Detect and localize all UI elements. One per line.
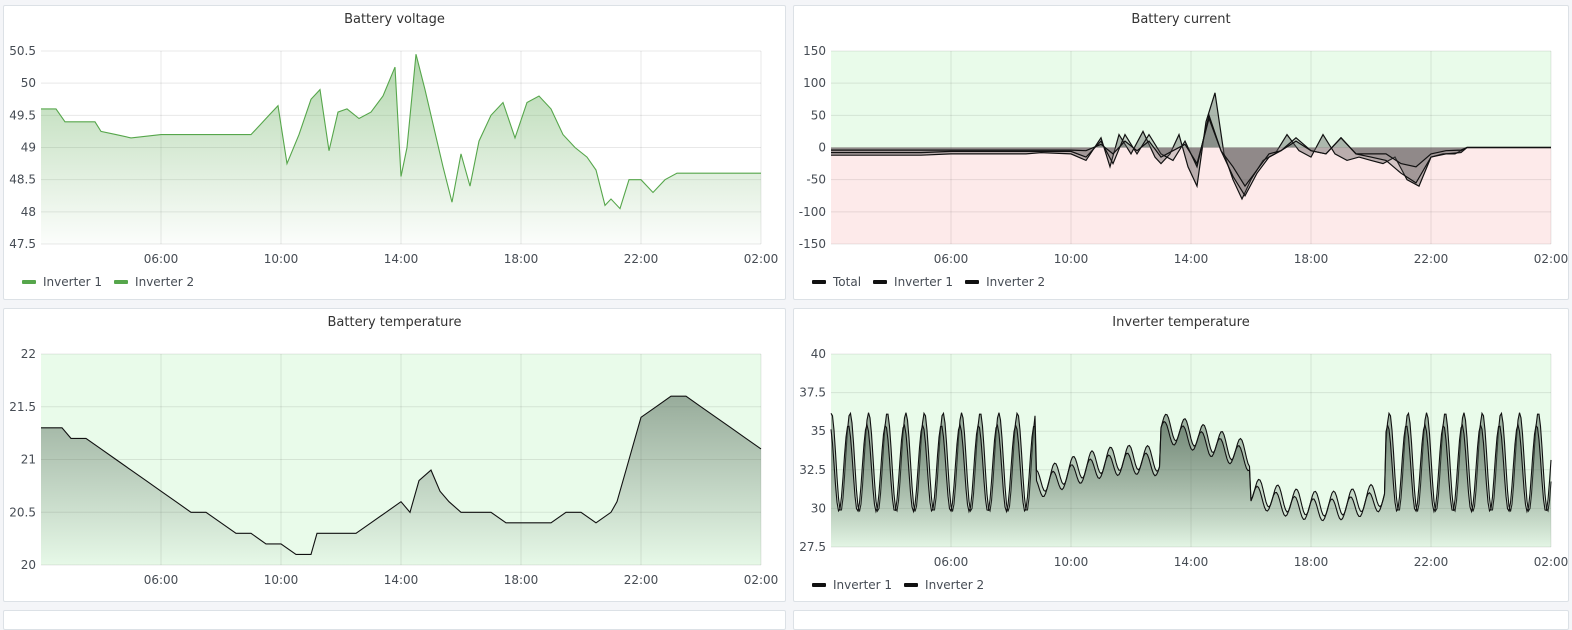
legend-item[interactable]: Inverter 1 <box>22 275 102 289</box>
threshold-band-1 <box>831 147 1551 244</box>
legend-label: Total <box>833 275 862 289</box>
y-tick-label: 50.5 <box>9 44 36 58</box>
y-tick-label: 0 <box>818 141 826 155</box>
x-tick-label: 22:00 <box>1414 252 1449 266</box>
panel-title[interactable]: Battery voltage <box>344 12 445 27</box>
panel-inverter-temperature: Inverter temperature 27.5 30 32.5 35 37.5 40 0… <box>793 308 1569 602</box>
legend-swatch-icon <box>114 280 129 284</box>
panel-title[interactable]: Battery current <box>1131 12 1231 27</box>
legend-swatch-icon <box>904 583 919 587</box>
series-line-0[interactable] <box>41 395 762 555</box>
x-tick-label: 10:00 <box>264 573 299 587</box>
legend-swatch-icon <box>812 583 826 587</box>
legend: Inverter 1 Inverter 2 <box>22 275 194 289</box>
legend-swatch-icon <box>965 280 980 284</box>
y-tick-label: -50 <box>806 173 826 187</box>
series-area-2 <box>831 118 1551 187</box>
panel-title[interactable]: Battery temperature <box>327 315 462 330</box>
panel-partial-left <box>3 610 786 630</box>
legend-item[interactable]: Total <box>812 275 861 289</box>
chart-inverter-temperature: 27.5 30 32.5 35 37.5 40 06:00 10:00 14:00 18:00 22… <box>799 347 1569 569</box>
x-tick-label: 02:00 <box>744 252 779 266</box>
legend-item[interactable]: Inverter 2 <box>904 578 984 592</box>
legend-item[interactable]: Inverter 2 <box>114 275 194 289</box>
panel-battery-voltage: Battery voltage 47.5 48 48.5 49 49.5 50 50.5 06… <box>3 5 786 300</box>
legend: Inverter 1 Inverter 2 <box>812 578 984 592</box>
panel-battery-current: Battery current -150 -100 -50 0 50 100 150 06:0… <box>793 5 1569 300</box>
y-tick-label: 20.5 <box>9 505 36 519</box>
y-tick-label: 47.5 <box>9 237 36 251</box>
y-tick-label: 22 <box>21 347 36 361</box>
x-tick-label: 14:00 <box>1174 555 1209 569</box>
threshold-band-0 <box>831 51 1551 148</box>
y-tick-label: 49.5 <box>9 108 36 122</box>
legend-label: Inverter 1 <box>43 275 103 289</box>
x-tick-label: 06:00 <box>144 573 179 587</box>
x-tick-label: 14:00 <box>384 573 419 587</box>
series-line-2[interactable] <box>831 116 1551 188</box>
panel-partial-right <box>793 610 1569 630</box>
y-tick-label: 35 <box>811 424 826 438</box>
y-tick-label: 150 <box>803 44 826 58</box>
y-tick-label: 20 <box>21 558 36 572</box>
legend-label: Inverter 1 <box>833 578 893 592</box>
y-tick-label: 40 <box>811 347 826 361</box>
x-tick-label: 18:00 <box>1294 555 1329 569</box>
legend-swatch-icon <box>873 280 888 284</box>
x-tick-label: 06:00 <box>934 555 969 569</box>
chart-battery-temperature: 20 20.5 21 21.5 22 06:00 10:00 14:00 18:00 22:00 0… <box>9 347 779 587</box>
y-tick-label: 100 <box>803 76 826 90</box>
legend-item[interactable]: Inverter 2 <box>965 275 1045 289</box>
x-tick-label: 06:00 <box>144 252 179 266</box>
legend-swatch-icon <box>22 280 36 284</box>
series-area-1 <box>831 115 1551 196</box>
legend-item[interactable]: Inverter 1 <box>812 578 892 592</box>
legend-label: Inverter 2 <box>135 275 195 289</box>
y-tick-label: 30 <box>811 501 826 515</box>
y-tick-label: 37.5 <box>799 386 826 400</box>
panel-title[interactable]: Inverter temperature <box>1112 315 1250 330</box>
chart-battery-current: -150 -100 -50 0 50 100 150 06:00 10:00 14:00 18:00… <box>799 44 1569 266</box>
legend: Total Inverter 1 Inverter 2 <box>812 275 1045 289</box>
x-tick-label: 22:00 <box>624 573 659 587</box>
x-tick-label: 10:00 <box>1054 555 1089 569</box>
x-tick-label: 06:00 <box>934 252 969 266</box>
series-line-1[interactable] <box>830 420 1552 522</box>
legend-label: Inverter 1 <box>894 275 954 289</box>
x-tick-label: 14:00 <box>1174 252 1209 266</box>
y-tick-label: 27.5 <box>799 540 826 554</box>
x-tick-label: 22:00 <box>624 252 659 266</box>
y-tick-label: 50 <box>811 108 826 122</box>
y-tick-label: -150 <box>799 237 826 251</box>
y-tick-label: 48.5 <box>9 173 36 187</box>
chart-battery-voltage: 47.5 48 48.5 49 49.5 50 50.5 06:00 10:00 14:00 18:… <box>9 44 779 266</box>
y-tick-label: 49 <box>21 141 36 155</box>
x-tick-label: 14:00 <box>384 252 419 266</box>
series-area-1 <box>831 421 1551 547</box>
x-tick-label: 02:00 <box>1534 555 1569 569</box>
series-line-0[interactable] <box>41 54 761 210</box>
x-tick-label: 18:00 <box>504 573 539 587</box>
y-tick-label: 50 <box>21 76 36 90</box>
x-tick-label: 10:00 <box>264 252 299 266</box>
x-tick-label: 02:00 <box>1534 252 1569 266</box>
legend-item[interactable]: Inverter 1 <box>873 275 953 289</box>
panel-battery-temperature: Battery temperature 20 20.5 21 21.5 22 06:00 1… <box>3 308 786 602</box>
x-tick-label: 02:00 <box>744 573 779 587</box>
legend-label: Inverter 2 <box>925 578 985 592</box>
series-line-0[interactable] <box>830 411 1552 517</box>
x-tick-label: 18:00 <box>1294 252 1329 266</box>
x-tick-label: 22:00 <box>1414 555 1449 569</box>
y-tick-label: 48 <box>21 205 36 219</box>
legend-label: Inverter 2 <box>986 275 1046 289</box>
y-tick-label: 21.5 <box>9 400 36 414</box>
y-tick-label: 21 <box>21 453 36 467</box>
series-area-0 <box>41 54 761 245</box>
y-tick-label: -100 <box>799 205 826 219</box>
legend-swatch-icon <box>812 280 826 284</box>
x-tick-label: 18:00 <box>504 252 539 266</box>
x-tick-label: 10:00 <box>1054 252 1089 266</box>
y-tick-label: 32.5 <box>799 463 826 477</box>
